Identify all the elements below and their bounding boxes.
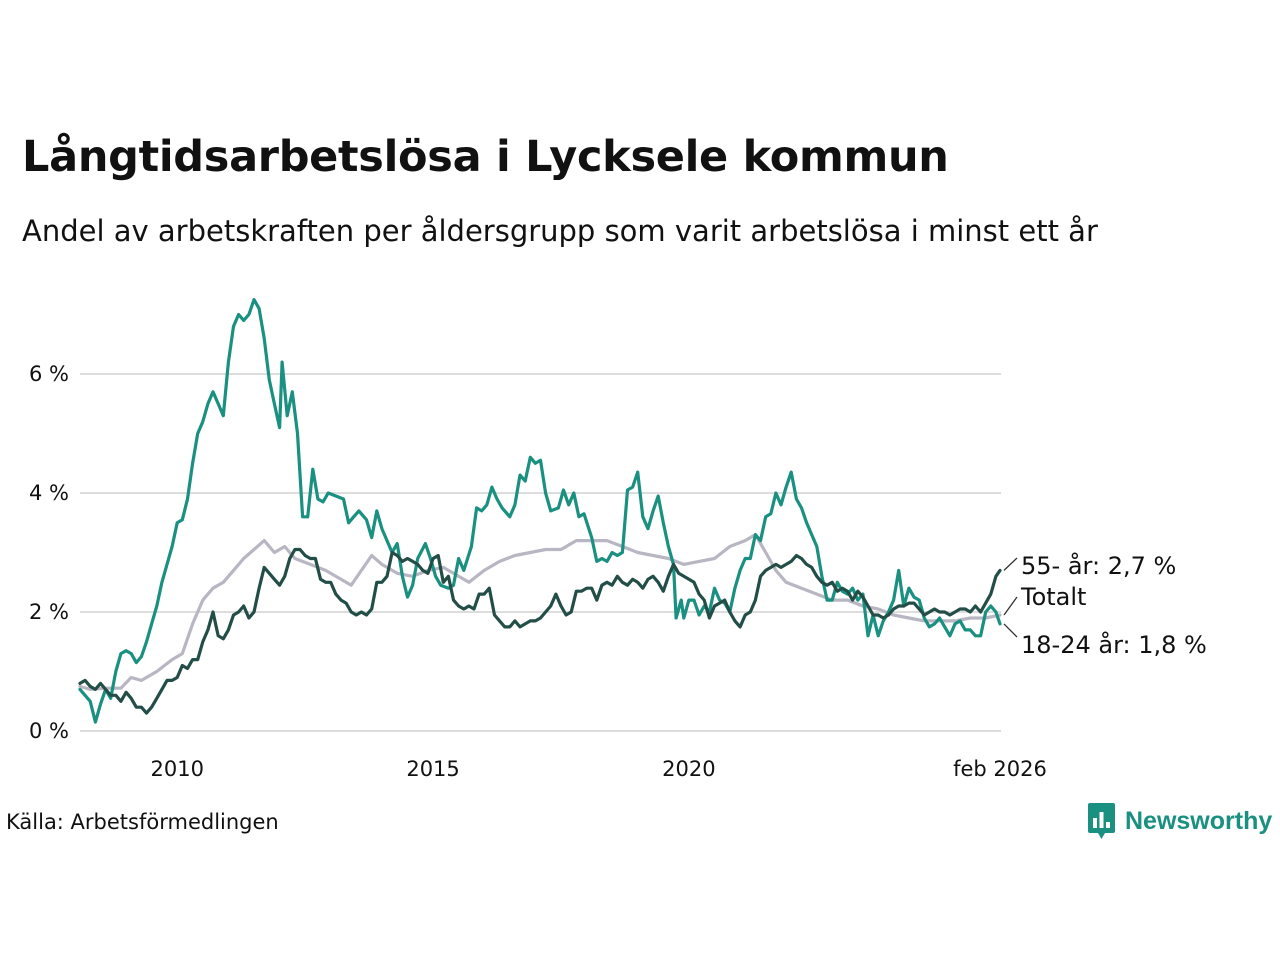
brand-name: Newsworthy — [1125, 806, 1273, 835]
end-label-leader-youth — [1003, 623, 1018, 638]
series-lines — [78, 298, 1002, 724]
x-tick-label: 2020 — [662, 757, 715, 781]
source-note: Källa: Arbetsförmedlingen — [6, 810, 279, 834]
chart-title: Långtidsarbetslösa i Lycksele kommun — [22, 132, 949, 182]
x-tick-label: feb 2026 — [953, 757, 1047, 781]
gridlines — [80, 373, 1001, 732]
x-axis: 2010 2015 2020 feb 2026 — [150, 757, 1046, 781]
end-label-total: Totalt — [1020, 583, 1086, 611]
x-tick-label: 2010 — [150, 757, 203, 781]
series-line-senior — [78, 547, 1002, 715]
end-labels: Totalt 18-24 år: 1,8 % 55- år: 2,7 % — [1003, 551, 1207, 659]
end-label-leader-senior — [1003, 557, 1018, 571]
y-tick-label: 2 % — [29, 600, 69, 624]
end-label-senior: 55- år: 2,7 % — [1021, 551, 1176, 580]
x-tick-label: 2015 — [406, 757, 459, 781]
line-chart: 0 % 2 % 4 % 6 % 2010 2015 2020 feb 2026 Totalt… — [29, 298, 1207, 781]
end-label-youth: 18-24 år: 1,8 % — [1021, 630, 1207, 659]
y-tick-label: 0 % — [29, 719, 69, 743]
series-line-youth — [78, 298, 1002, 724]
y-tick-label: 4 % — [29, 481, 69, 505]
chart-subtitle: Andel av arbetskraften per åldersgrupp s… — [22, 214, 1098, 248]
newsworthy-logo-icon — [1088, 803, 1115, 839]
end-label-leader-total — [1003, 596, 1018, 616]
newsworthy-logo: Newsworthy — [1088, 803, 1272, 839]
y-axis: 0 % 2 % 4 % 6 % — [29, 362, 69, 743]
y-tick-label: 6 % — [29, 362, 69, 386]
